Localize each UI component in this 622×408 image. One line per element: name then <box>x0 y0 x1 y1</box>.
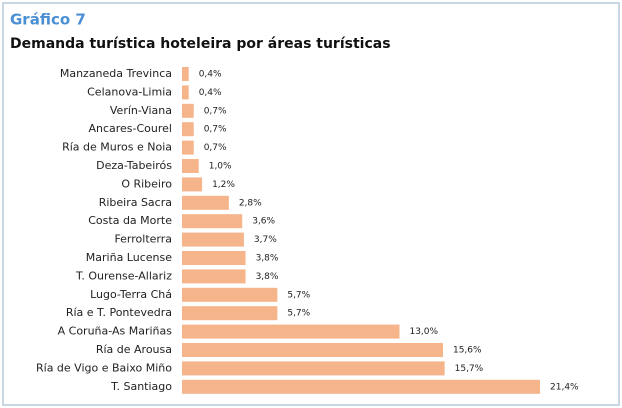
bar <box>182 103 194 118</box>
bar <box>182 269 246 284</box>
value-label: 3,8% <box>256 272 279 282</box>
bar <box>182 195 229 210</box>
bar <box>182 122 194 137</box>
category-label: Costa da Morte <box>88 214 172 227</box>
bar <box>182 159 199 173</box>
bar <box>182 361 445 376</box>
value-label: 3,6% <box>252 217 275 227</box>
value-label: 3,7% <box>254 235 277 245</box>
category-label: Mariña Lucense <box>86 251 172 264</box>
category-label: Ría e T. Pontevedra <box>66 306 172 319</box>
bar <box>182 306 278 321</box>
bar <box>182 177 203 192</box>
bar <box>182 85 189 100</box>
value-label: 5,7% <box>287 290 310 300</box>
category-label: T. Ourense-Allariz <box>75 269 172 282</box>
category-label: Ría de Arousa <box>96 343 172 356</box>
category-label: Deza-Tabeirós <box>96 159 172 172</box>
value-label: 2,8% <box>239 198 262 208</box>
category-label: T. Santiago <box>110 380 172 393</box>
category-label: Celanova-Limia <box>87 85 172 98</box>
value-label: 0,4% <box>199 70 222 80</box>
chart-subtitle: Demanda turística hoteleira por áreas tu… <box>10 36 391 52</box>
category-label: Ría de Muros e Noia <box>62 141 172 154</box>
value-label: 21,4% <box>550 382 579 392</box>
category-label: O Ribeiro <box>121 177 172 190</box>
bar <box>182 324 400 339</box>
bar <box>182 287 278 302</box>
value-label: 0,4% <box>199 88 222 98</box>
category-label: Ría de Vigo e Baixo Miño <box>36 361 172 374</box>
bar <box>182 251 246 265</box>
value-label: 1,0% <box>209 162 232 172</box>
category-label: A Coruña-As Mariñas <box>58 325 173 338</box>
bar <box>182 343 443 357</box>
value-label: 15,6% <box>453 346 482 356</box>
category-label: Manzaneda Trevinca <box>60 67 172 80</box>
bar <box>182 140 194 155</box>
category-label: Ribeira Sacra <box>99 196 172 209</box>
bar <box>182 379 540 394</box>
value-label: 0,7% <box>204 125 227 135</box>
bar <box>182 232 244 247</box>
chart-title: Gráfico 7 <box>10 11 86 29</box>
value-label: 3,8% <box>256 254 279 264</box>
value-label: 5,7% <box>287 309 310 319</box>
value-label: 15,7% <box>455 364 484 374</box>
value-label: 0,7% <box>204 143 227 153</box>
bar <box>182 67 189 81</box>
value-label: 13,0% <box>409 327 438 337</box>
value-label: 1,2% <box>212 180 235 190</box>
category-label: Lugo-Terra Chá <box>90 288 172 301</box>
bar <box>182 214 243 229</box>
category-label: Verín-Viana <box>110 104 172 117</box>
value-label: 0,7% <box>204 106 227 116</box>
category-label: Ancares-Courel <box>88 122 172 135</box>
category-label: Ferrolterra <box>114 233 172 246</box>
